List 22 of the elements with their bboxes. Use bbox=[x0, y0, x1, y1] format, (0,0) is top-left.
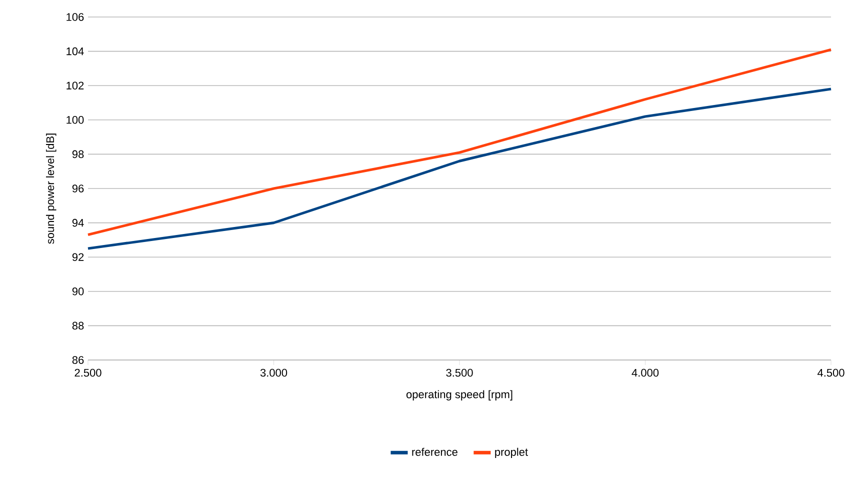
x-tick-label: 4.500 bbox=[817, 368, 844, 377]
y-tick-label: 88 bbox=[72, 322, 84, 330]
y-tick-label: 106 bbox=[66, 13, 84, 21]
y-tick-label: 100 bbox=[66, 116, 84, 124]
x-tick-label: 2.500 bbox=[74, 368, 102, 377]
line-series bbox=[86, 88, 832, 250]
y-axis-title: sound power level [dB] bbox=[46, 134, 56, 244]
line-series bbox=[86, 48, 832, 236]
y-tick-label: 98 bbox=[72, 150, 84, 158]
y-tick-label: 102 bbox=[66, 82, 84, 90]
x-tick-label: 3.500 bbox=[446, 368, 473, 377]
x-tick-label: 3.000 bbox=[260, 368, 288, 377]
y-tick-label: 96 bbox=[72, 184, 84, 192]
y-tick-label: 92 bbox=[72, 253, 84, 261]
y-tick-label: 90 bbox=[72, 288, 84, 296]
y-tick-label: 86 bbox=[72, 356, 84, 364]
legend-label: proplet bbox=[495, 448, 528, 458]
legend-label: reference bbox=[412, 448, 458, 456]
y-tick-label: 104 bbox=[66, 47, 84, 56]
y-tick-label: 94 bbox=[72, 218, 84, 227]
x-tick-label: 4.000 bbox=[632, 368, 659, 377]
x-axis-title: operating speed [rpm] bbox=[406, 390, 512, 400]
